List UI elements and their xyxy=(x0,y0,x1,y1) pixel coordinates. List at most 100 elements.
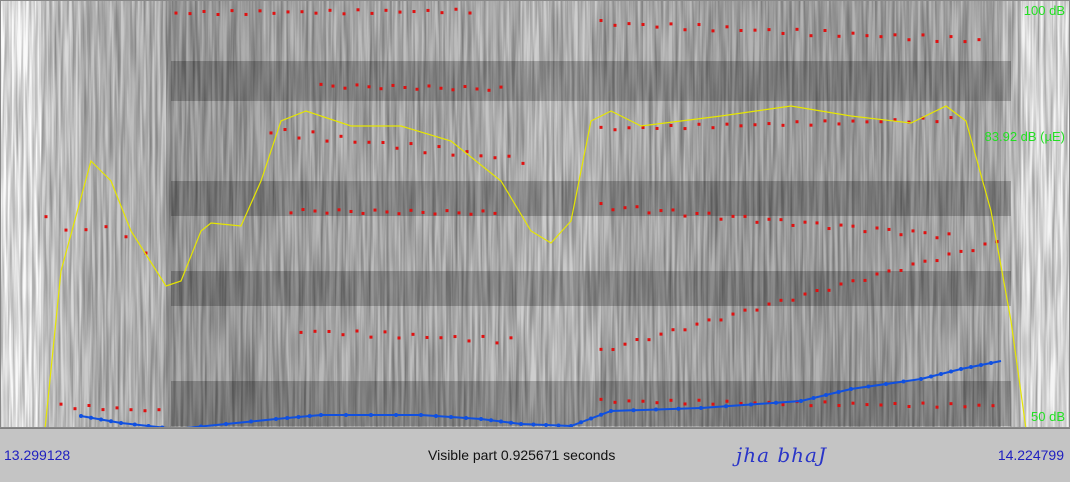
formant-point xyxy=(697,23,701,27)
formant-point xyxy=(887,227,891,231)
pitch-point xyxy=(989,361,993,365)
formant-point xyxy=(743,214,747,218)
formant-point xyxy=(487,88,491,92)
formant-point xyxy=(683,214,687,218)
formant-point xyxy=(707,318,711,322)
pitch-point xyxy=(285,416,290,420)
visible-duration: Visible part 0.925671 seconds xyxy=(428,447,616,463)
formant-point xyxy=(101,408,105,412)
formant-point xyxy=(337,208,341,212)
formant-point xyxy=(707,211,711,215)
formant-point xyxy=(467,339,471,343)
formant-point xyxy=(647,211,651,215)
pitch-points xyxy=(79,361,993,427)
formant-point xyxy=(983,242,987,246)
formant-point xyxy=(935,39,939,43)
formant-point xyxy=(823,400,827,404)
formant-point xyxy=(669,398,673,402)
pitch-point xyxy=(544,423,548,427)
pitch-point xyxy=(274,417,278,421)
formant-point xyxy=(454,7,458,11)
formant-point xyxy=(893,33,897,37)
formant-point xyxy=(87,404,91,408)
formant-point xyxy=(935,236,939,240)
formant-point xyxy=(300,10,304,14)
pitch-point xyxy=(119,421,123,425)
spectral-texture xyxy=(1,1,1069,427)
formant-point xyxy=(297,136,301,140)
formant-point xyxy=(893,402,897,406)
formant-point xyxy=(174,11,178,15)
formant-point xyxy=(395,146,399,150)
pitch-point xyxy=(369,413,373,417)
pitch-point xyxy=(959,367,963,371)
formant-point xyxy=(115,406,119,410)
formant-point xyxy=(809,123,813,127)
pitch-point xyxy=(499,419,503,424)
transcription-label: jha bhaJ xyxy=(736,443,827,467)
formant-point xyxy=(451,153,455,157)
formant-point xyxy=(935,405,939,409)
formant-point xyxy=(683,402,687,406)
formant-point xyxy=(795,27,799,31)
formant-point xyxy=(739,29,743,33)
formant-point xyxy=(991,404,995,408)
pitch-point xyxy=(531,422,536,427)
formant-point xyxy=(731,214,735,218)
formant-point xyxy=(683,127,687,131)
formant-point xyxy=(599,19,603,23)
formant-point xyxy=(875,272,879,276)
formant-point xyxy=(451,88,455,92)
formant-point xyxy=(202,9,206,13)
pitch-point xyxy=(394,413,398,417)
formant-point xyxy=(481,334,485,338)
formant-point xyxy=(611,208,615,212)
formant-point xyxy=(921,116,925,120)
formant-point xyxy=(367,85,371,89)
spectrogram-panel[interactable]: 100 dB 83.92 dB (µE) 50 dB xyxy=(0,0,1070,428)
formant-point xyxy=(613,128,617,132)
formant-point xyxy=(947,232,951,236)
formant-point xyxy=(659,332,663,336)
formant-point xyxy=(865,120,869,124)
formant-point xyxy=(725,399,729,403)
pitch-point xyxy=(979,363,983,367)
formant-point xyxy=(411,332,415,336)
formant-point xyxy=(433,212,437,216)
formant-point xyxy=(509,336,513,340)
formant-point xyxy=(425,335,429,339)
formant-point xyxy=(911,262,915,266)
formant-point xyxy=(409,142,413,146)
formant-point xyxy=(361,211,365,215)
formant-point xyxy=(383,330,387,334)
formant-point xyxy=(356,8,360,12)
pitch-point xyxy=(224,422,228,426)
formant-point xyxy=(463,85,467,89)
formant-point xyxy=(381,140,385,144)
formant-point xyxy=(823,28,827,32)
formant-point xyxy=(837,34,841,38)
formant-point xyxy=(286,10,290,14)
formant-point xyxy=(439,336,443,340)
formant-point xyxy=(719,318,723,322)
formant-point xyxy=(803,292,807,296)
formant-point xyxy=(725,122,729,126)
formant-point xyxy=(907,405,911,409)
formant-point xyxy=(647,338,651,342)
formant-point xyxy=(269,131,273,135)
formant-point xyxy=(719,217,723,221)
time-bar[interactable]: 13.299128 Visible part 0.925671 seconds … xyxy=(0,428,1070,482)
formant-point xyxy=(379,87,383,91)
formant-point xyxy=(731,312,735,316)
pitch-point xyxy=(799,399,803,403)
formant-point xyxy=(781,31,785,35)
formant-point xyxy=(124,235,128,239)
formant-point xyxy=(409,208,413,212)
formant-point xyxy=(641,22,645,26)
spectrogram-canvas[interactable] xyxy=(1,1,1070,428)
formant-point xyxy=(599,397,603,401)
formant-point xyxy=(398,10,402,14)
formant-point xyxy=(739,124,743,128)
formant-point xyxy=(412,10,416,14)
formant-point xyxy=(695,322,699,326)
